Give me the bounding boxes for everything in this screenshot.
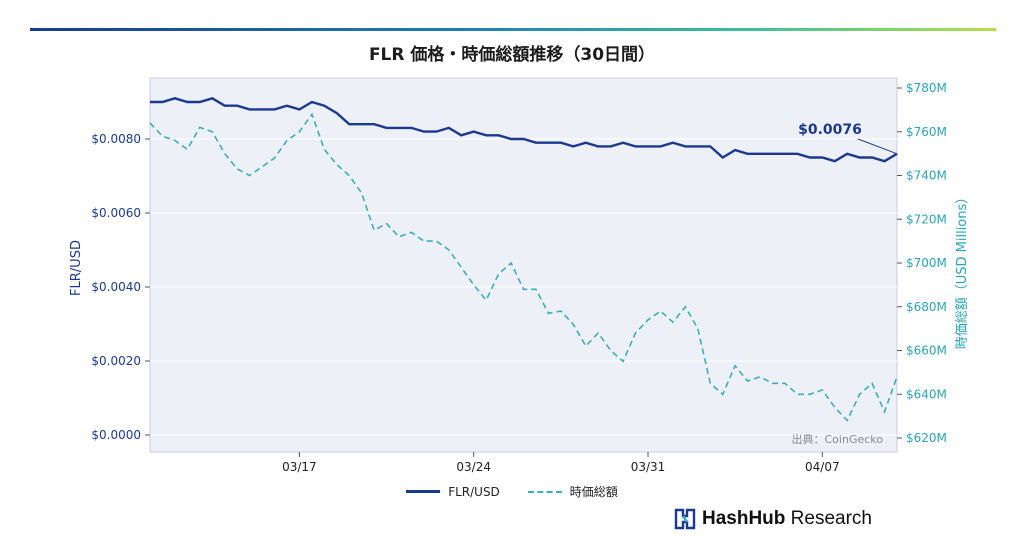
x-tick-label: 03/17 xyxy=(282,460,317,474)
x-tick-label: 04/07 xyxy=(805,460,840,474)
header-gradient-bar xyxy=(30,28,996,31)
y-left-tick-label: $0.0020 xyxy=(91,354,141,368)
y-left-tick-label: $0.0040 xyxy=(91,280,141,294)
brand-name-bold: HashHub xyxy=(702,508,786,529)
legend-item-price: FLR/USD xyxy=(406,483,500,500)
y-right-tick-label: $780M xyxy=(906,81,947,95)
y-left-tick-label: $0.0000 xyxy=(91,428,141,442)
brand: HashHub Research xyxy=(674,508,872,530)
chart-title: FLR 価格・時価総額推移（30日間） xyxy=(368,45,656,65)
y-right-tick-label: $660M xyxy=(906,344,947,358)
legend-swatch-price xyxy=(406,490,441,493)
plot-background xyxy=(149,77,898,453)
y-right-tick-label: $620M xyxy=(906,431,947,445)
legend: FLR/USD 時価総額 xyxy=(0,483,1024,500)
y-left-axis-title: FLR/USD xyxy=(69,240,84,296)
series-layer xyxy=(149,97,898,422)
axes xyxy=(145,87,902,457)
y-left-tick-label: $0.0060 xyxy=(91,206,141,220)
source-label: 出典：CoinGecko xyxy=(792,432,884,446)
legend-swatch-cap xyxy=(527,490,562,493)
series-line-market-cap xyxy=(149,112,898,422)
y-right-axis-title: 時価総額（USD Millions） xyxy=(955,191,970,350)
y-right-tick-label: $640M xyxy=(906,387,947,401)
legend-label-price: FLR/USD xyxy=(448,484,500,499)
x-tick-label: 03/31 xyxy=(631,460,666,474)
series-line-price xyxy=(150,97,898,163)
y-right-tick-label: $740M xyxy=(906,169,947,183)
y-right-tick-label: $760M xyxy=(906,125,947,139)
legend-item-cap: 時価総額 xyxy=(527,483,618,500)
x-tick-label: 03/24 xyxy=(456,460,491,474)
y-right-tick-label: $680M xyxy=(906,300,947,314)
annotation-leader xyxy=(857,138,898,155)
annotation-latest-price: $0.0076 xyxy=(798,122,862,138)
hashhub-logo-icon xyxy=(674,508,696,530)
y-right-tick-label: $720M xyxy=(906,212,947,226)
legend-label-cap: 時価総額 xyxy=(569,485,618,499)
y-left-tick-label: $0.0080 xyxy=(91,132,141,146)
brand-name: HashHub Research xyxy=(702,508,872,530)
brand-name-regular: Research xyxy=(785,508,873,529)
labels-layer: $0.0000 $0.0020 $0.0040 $0.0060 $0.0080 $620M… xyxy=(69,81,970,474)
y-right-tick-label: $700M xyxy=(906,256,947,270)
